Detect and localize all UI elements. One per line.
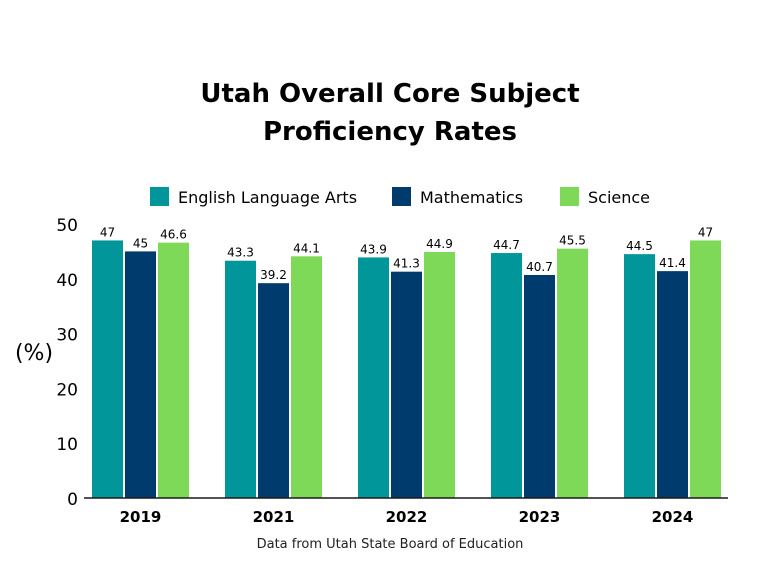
data-label: 39.2 [260, 268, 287, 282]
data-label: 41.4 [659, 256, 686, 270]
y-tick-label: 50 [56, 216, 78, 236]
y-tick-label: 30 [56, 326, 78, 346]
data-label: 47 [698, 225, 713, 239]
chart-title: Utah Overall Core Subject Proficiency Ra… [200, 79, 579, 147]
legend-label: Science [588, 188, 650, 207]
x-tick-label: 2021 [253, 508, 295, 526]
bar-mathematics-2019 [125, 251, 156, 498]
chart-title-line-2: Proficiency Rates [263, 117, 517, 147]
data-label: 44.1 [293, 241, 320, 255]
bar-english-language-arts-2022 [358, 257, 389, 498]
bar-english-language-arts-2021 [225, 260, 256, 498]
y-axis-label: (%) [15, 341, 53, 366]
bar-mathematics-2024 [657, 271, 688, 498]
x-tick-label: 2022 [386, 508, 428, 526]
data-label: 41.3 [393, 257, 420, 271]
legend: English Language Arts Mathematics Science [150, 187, 650, 207]
x-tick-label: 2019 [120, 508, 162, 526]
source-caption: Data from Utah State Board of Education [257, 537, 524, 552]
y-tick-label: 40 [56, 271, 78, 291]
data-label: 46.6 [160, 228, 187, 242]
legend-swatch [150, 187, 169, 206]
bar-science-2023 [557, 248, 588, 498]
data-label: 44.5 [626, 239, 653, 253]
legend-swatch [560, 187, 579, 206]
bar-science-2021 [291, 256, 322, 498]
data-label: 43.3 [227, 246, 254, 260]
bar-english-language-arts-2023 [491, 253, 522, 498]
data-label: 40.7 [526, 260, 553, 274]
bars: 47 45 46.6 43.3 39.2 44.1 43.9 41.3 44.9 44.7 40.7… [92, 225, 721, 498]
bar-mathematics-2022 [391, 271, 422, 498]
x-tick-label: 2023 [519, 508, 561, 526]
bar-english-language-arts-2019 [92, 240, 123, 498]
data-label: 47 [100, 225, 115, 239]
y-tick-label: 0 [67, 490, 78, 510]
legend-label: Mathematics [420, 188, 523, 207]
bar-english-language-arts-2024 [624, 254, 655, 498]
bar-mathematics-2021 [258, 283, 289, 498]
bar-science-2019 [158, 242, 189, 498]
x-tick-label: 2024 [652, 508, 694, 526]
bar-science-2024 [690, 240, 721, 498]
bar-science-2022 [424, 251, 455, 498]
y-axis: 0 10 20 30 40 50 [56, 216, 78, 510]
legend-swatch [392, 187, 411, 206]
y-tick-label: 10 [56, 435, 78, 455]
data-label: 43.9 [360, 242, 387, 256]
data-label: 44.9 [426, 237, 453, 251]
chart-title-line-1: Utah Overall Core Subject [200, 79, 579, 109]
legend-label: English Language Arts [178, 188, 357, 207]
y-tick-label: 20 [56, 380, 78, 400]
x-axis: 2019 2021 2022 2023 2024 [84, 497, 728, 526]
data-label: 45 [133, 236, 148, 250]
data-label: 45.5 [559, 234, 586, 248]
data-label: 44.7 [493, 238, 520, 252]
bar-mathematics-2023 [524, 274, 555, 498]
